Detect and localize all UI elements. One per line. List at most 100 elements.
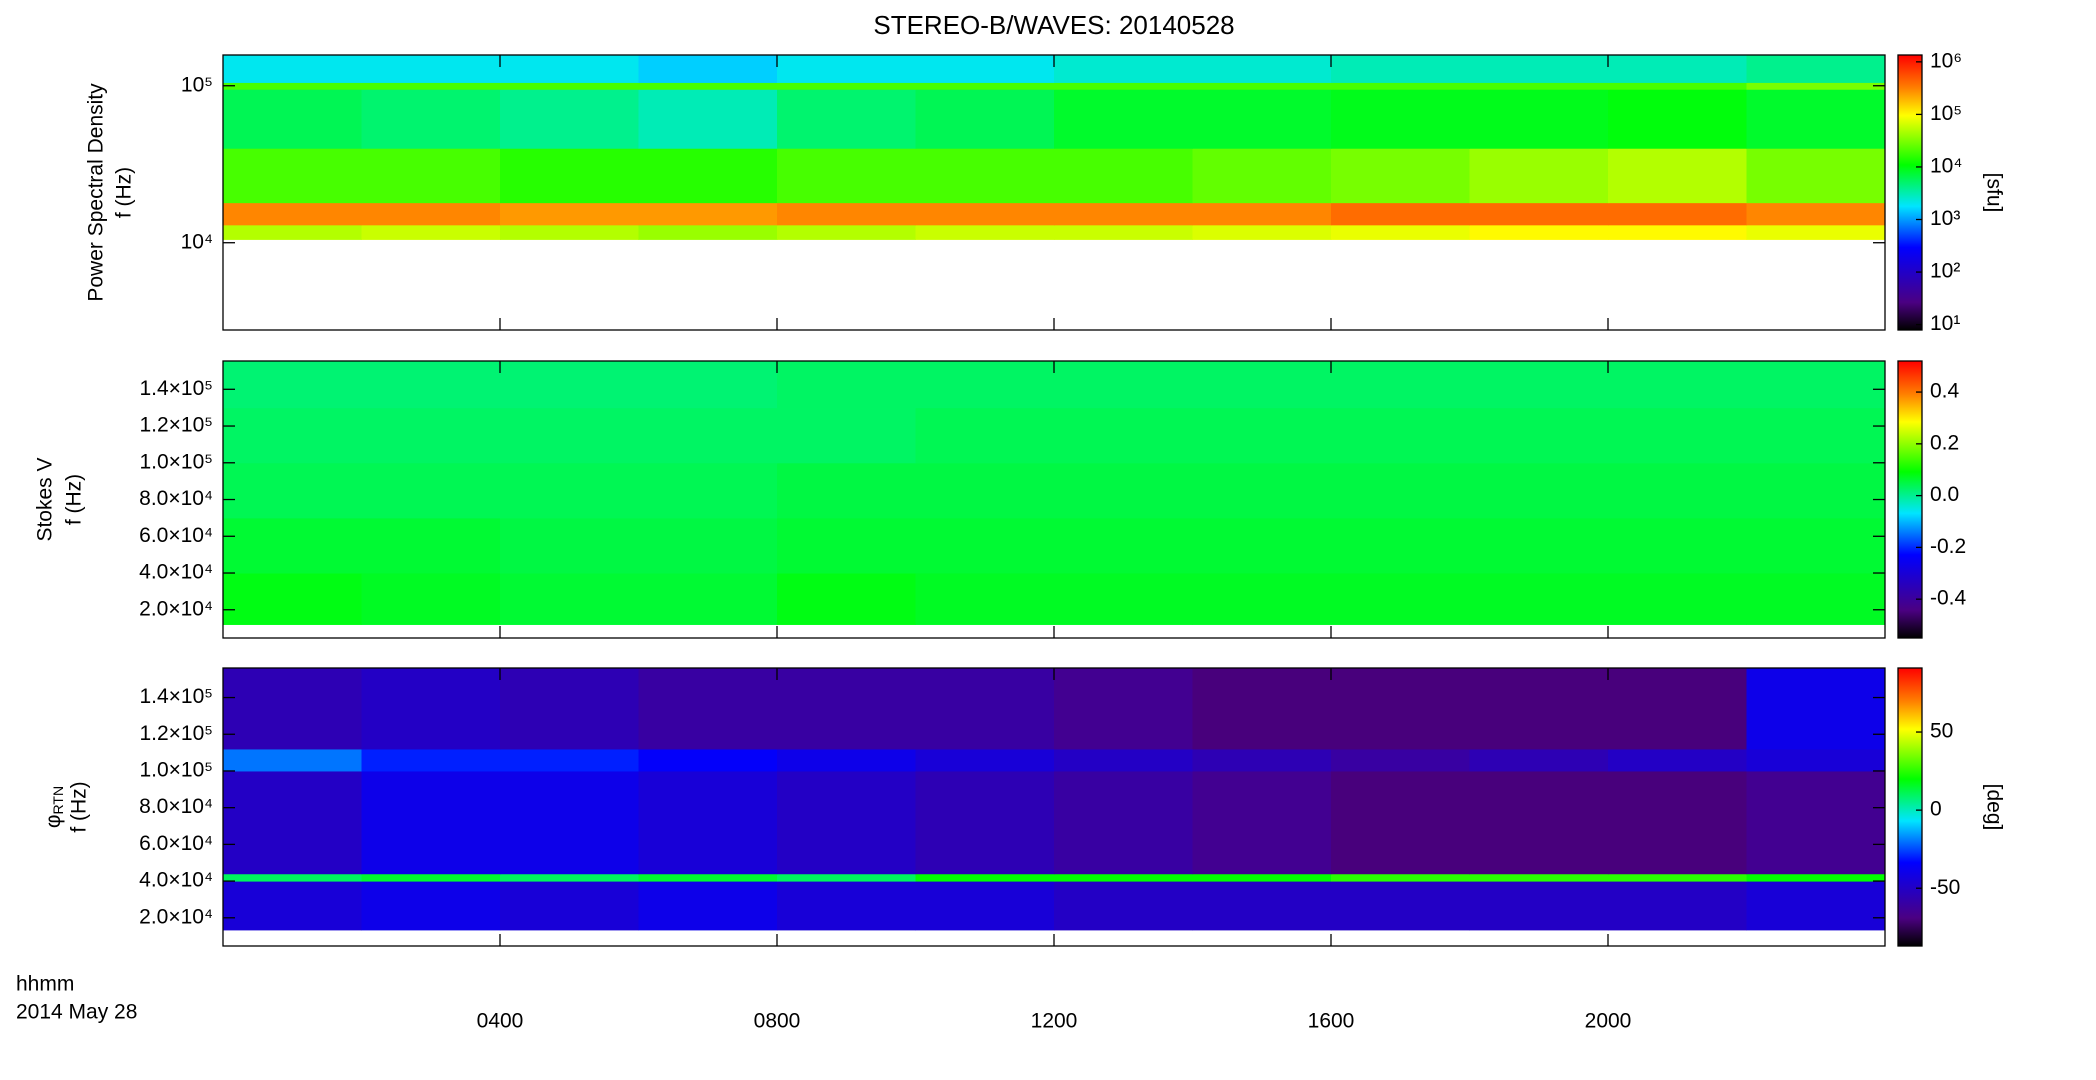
spectrogram-cell [1054,202,1193,226]
spectrogram-cell [915,407,1055,464]
spectrogram-cell [500,517,639,574]
spectrogram-cell [1469,770,1609,875]
spectrogram-cell [1608,881,1747,931]
y-tick-label: 10⁵ [181,73,213,96]
spectrogram-cell [1608,517,1747,574]
spectrogram-cell [500,881,639,931]
spectrogram-cell [1746,361,1886,409]
spectrogram-cell [1192,517,1332,574]
spectrogram-cell [638,55,778,83]
spectrogram-cell [1331,82,1470,90]
y-tick-label: 6.0×10⁴ [139,832,213,855]
spectrogram-cell [638,407,778,464]
y-tick-label: 8.0×10⁴ [139,487,213,510]
spectrogram-cell [223,462,362,519]
spectrogram-cell [223,748,362,772]
y-axis-unit: f (Hz) [63,474,86,525]
colorbar-tick-label: 10⁶ [1930,49,1962,72]
colorbar-tick-label: -0.4 [1930,587,1967,610]
spectrogram-cell [1469,82,1609,90]
spectrogram-cell [1192,668,1332,750]
colorbar-tick-label: 10³ [1930,207,1960,230]
spectrogram-cell [1192,770,1332,875]
spectrogram-cell [638,82,778,90]
spectrogram-cell [638,770,778,875]
spectrogram-cell [1192,573,1332,625]
spectrogram-cell [1608,573,1747,625]
y-tick-label: 1.0×10⁵ [139,450,213,473]
spectrogram-cell [777,881,916,931]
spectrogram-cell [1054,89,1193,149]
colorbar-tick-label: -50 [1930,876,1960,899]
colorbar-tick-label: 0.2 [1930,431,1959,454]
spectrogram-cell [1331,407,1470,464]
x-tick-label: 0800 [754,1010,801,1033]
spectrogram-cell [1746,89,1886,149]
spectrogram-cell [1331,202,1470,226]
spectrogram-cell [1192,881,1332,931]
spectrogram-cell [638,668,778,750]
spectrogram-cell [1192,55,1332,83]
spectrogram-cell [1331,873,1470,882]
spectrogram-cell [1608,224,1747,240]
spectrogram-cell [500,873,639,882]
spectrogram-cell [1054,361,1193,409]
spectrogram-cell [500,668,639,750]
spectrogram-cell [361,55,501,83]
spectrogram-cell [1608,407,1747,464]
y-tick-label: 4.0×10⁴ [139,869,213,892]
spectrogram-cell [1469,873,1609,882]
spectrogram-cell [1469,224,1609,240]
spectrogram-cell [1331,881,1470,931]
spectrogram-cell [1054,770,1193,875]
spectrogram-cell [223,224,362,240]
spectrogram-cell [777,873,916,882]
spectrogram-cell [1608,148,1747,204]
spectrogram-cell [1192,89,1332,149]
chart-title: STEREO-B/WAVES: 20140528 [873,10,1234,40]
spectrogram-cell [1469,517,1609,574]
spectrogram-cell [1469,407,1609,464]
spectrogram-cell [500,407,639,464]
spectrogram-cell [223,361,362,409]
y-tick-label: 10⁴ [181,230,213,253]
spectrogram-cell [1192,224,1332,240]
spectrogram-cell [500,82,639,90]
spectrogram-cell [638,873,778,882]
spectrogram-cell [1331,148,1470,204]
spectrogram-cell [1469,202,1609,226]
y-tick-label: 1.4×10⁵ [139,377,213,400]
spectrogram-cell [500,202,639,226]
spectrogram-cell [223,770,362,875]
spectrogram-cell [777,82,916,90]
spectrogram-cell [1192,873,1332,882]
spectrogram-cell [915,770,1055,875]
spectrogram-cell [915,873,1055,882]
spectrogram-cell [1054,668,1193,750]
y-axis-unit: f (Hz) [68,781,91,832]
colorbar-tick-label: 0 [1930,798,1942,821]
y-tick-label: 2.0×10⁴ [139,597,213,620]
spectrogram-cell [361,224,501,240]
spectrogram-cell [1192,202,1332,226]
spectrogram-cell [223,407,362,464]
spectrogram-cell [1331,361,1470,409]
spectrogram-cell [1054,517,1193,574]
y-tick-label: 2.0×10⁴ [139,905,213,928]
colorbar-tick-label: 0.4 [1930,380,1960,403]
spectrogram-cell [1746,202,1886,226]
spectrogram-cell [777,224,916,240]
spectrogram-cell [500,770,639,875]
spectrogram-cell [1192,148,1332,204]
colorbar-tick-label: -0.2 [1930,535,1966,558]
spectrogram-cell [361,668,501,750]
spectrogram-cell [1331,770,1470,875]
x-tick-label: 2000 [1585,1010,1632,1033]
spectrogram-cell [1608,202,1747,226]
spectrogram-cell [361,148,501,204]
spectrogram-cell [500,462,639,519]
spectrogram-cell [1054,82,1193,90]
spectrogram-cell [1746,82,1886,90]
spectrogram-cell [1331,748,1470,772]
